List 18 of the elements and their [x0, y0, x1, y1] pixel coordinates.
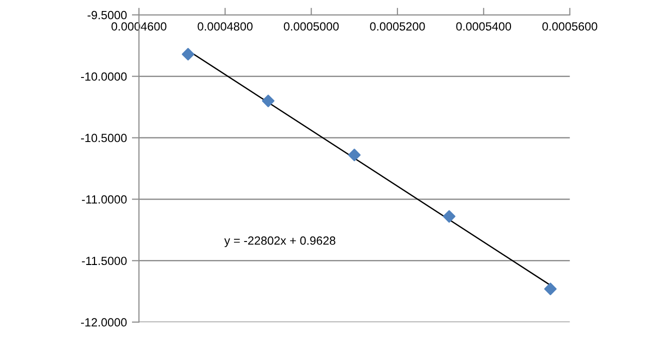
x-tick-label: 0.0005600 — [542, 22, 598, 31]
y-tick-label: -9.5000 — [88, 10, 127, 20]
y-tick-label: -11.5000 — [82, 256, 127, 266]
point — [182, 48, 194, 60]
x-tick-label: 0.0005400 — [456, 22, 512, 31]
x-tick-label: 0.0004800 — [198, 22, 253, 31]
y-tick-label: -10.0000 — [81, 72, 127, 81]
y-tick-label: -12.0000 — [81, 318, 127, 327]
x-tick-label: 0.0004600 — [112, 22, 166, 31]
x-tick-label: 0.0005200 — [370, 22, 425, 31]
point — [262, 94, 274, 108]
point — [348, 148, 361, 162]
point — [544, 282, 557, 296]
y-tick-label: -10.5000 — [81, 134, 127, 142]
x-tick-label: 0.0005000 — [284, 22, 339, 31]
y-tick-label: -11.0000 — [82, 195, 127, 204]
point — [442, 210, 456, 223]
annotation: y = -22802x + 0.9628 — [224, 236, 336, 248]
